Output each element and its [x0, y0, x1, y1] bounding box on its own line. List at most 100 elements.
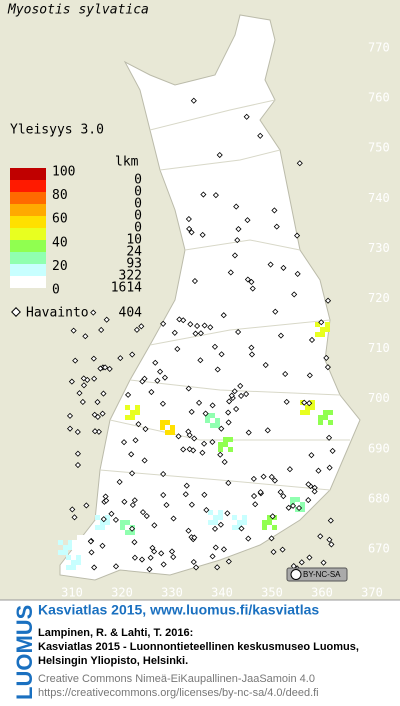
observation-symbol [11, 307, 21, 317]
northing-label: 710 [368, 341, 390, 355]
observation-dot [131, 554, 138, 561]
occurrence-cell [218, 515, 223, 520]
observation-dot [191, 278, 198, 285]
observation-dot [231, 388, 238, 395]
observation-dot [260, 473, 267, 480]
observation-dot [180, 446, 187, 453]
observation-dot [151, 522, 158, 529]
legend-swatch [10, 192, 46, 204]
observation-dot [131, 497, 138, 504]
easting-label: 330 [161, 586, 183, 600]
occurrence-cell [223, 437, 228, 442]
occurrence-cell [72, 540, 77, 545]
observation-dot [305, 497, 312, 504]
observation-dot [214, 564, 221, 571]
legend-count: 322 [119, 269, 142, 284]
observation-dot [243, 390, 250, 398]
observation-dot [138, 556, 146, 563]
observation-dot [191, 534, 198, 541]
observation-dot [99, 542, 106, 549]
observation-dot [277, 489, 284, 496]
legend-level: 40 [52, 235, 68, 250]
observation-dot [160, 320, 167, 327]
occurrence-cell [66, 555, 71, 560]
observation-dot [196, 399, 203, 406]
observation-dot [160, 471, 167, 478]
occurrence-cell [105, 520, 110, 525]
occurrence-cell [135, 410, 140, 415]
observation-dot [143, 512, 150, 520]
observation-dot [245, 429, 252, 436]
observation-dot [224, 510, 231, 517]
observation-dot [277, 332, 284, 339]
occurrence-cell [135, 405, 140, 410]
observation-dot [74, 461, 82, 469]
occurrence-cell [77, 540, 82, 545]
observation-dot [201, 491, 208, 498]
observation-dot [194, 322, 201, 330]
observation-dot [100, 516, 107, 523]
observation-dot [200, 191, 207, 198]
northing-label: 770 [368, 41, 390, 55]
observation-dot [269, 513, 276, 520]
legend-level: 80 [52, 188, 68, 203]
observation-dot [139, 509, 147, 516]
observation-dot [147, 554, 154, 561]
observation-dot [226, 398, 233, 405]
observation-dot [129, 501, 136, 509]
observation-dot [212, 192, 219, 199]
observation-dot [290, 563, 297, 570]
observation-dot [116, 478, 123, 486]
observation-dot [324, 364, 331, 371]
observation-dot [185, 216, 192, 223]
occurrence-cell [205, 413, 210, 418]
observation-dot [211, 525, 219, 532]
observation-dot [98, 326, 105, 334]
observation-dot [217, 521, 224, 528]
observation-dot [285, 504, 292, 511]
legend-count: 0 [134, 185, 142, 200]
observation-dot [220, 312, 227, 319]
observation-dot [264, 427, 271, 434]
observation-dot [272, 308, 279, 315]
legend-count: 93 [126, 257, 142, 272]
observation-dot [298, 559, 305, 566]
occurrence-cell [72, 545, 77, 550]
observation-dot [192, 330, 199, 337]
license-line: Creative Commons Nimeä-EiKaupallinen-Jaa… [38, 673, 315, 685]
observation-dot [201, 440, 208, 447]
occurrence-cell [325, 322, 330, 327]
occurrence-cell [170, 430, 175, 435]
occurrence-cell [82, 535, 87, 540]
observation-dot [273, 223, 280, 230]
occurrence-cell [105, 515, 110, 520]
observation-label: Havainto [26, 306, 89, 321]
northing-label: 670 [368, 542, 390, 556]
legend-level: 20 [52, 259, 68, 274]
observation-dot [91, 564, 98, 571]
observation-dot [103, 497, 110, 504]
observation-dot [202, 410, 209, 417]
observation-dot [180, 317, 187, 324]
observation-dot [170, 515, 177, 522]
observation-dot [280, 493, 287, 500]
occurrence-cell [323, 410, 328, 415]
observation-dot [146, 566, 153, 573]
observation-dot [158, 550, 165, 557]
easting-label: 340 [211, 586, 233, 600]
observation-dot [225, 409, 232, 416]
observation-dot [197, 357, 204, 364]
easting-label: 350 [261, 586, 283, 600]
occurrence-cell [205, 418, 210, 423]
legend-count: 1614 [111, 281, 142, 296]
observation-dot [88, 549, 95, 556]
observation-dot [186, 446, 193, 453]
observation-dot [283, 398, 290, 405]
occurrence-cell [267, 515, 272, 520]
legend-level: 100 [52, 165, 75, 180]
occurrence-cell [120, 525, 125, 530]
occurrence-cell [160, 420, 165, 425]
observation-dot [294, 270, 301, 277]
observation-dot [218, 425, 225, 432]
observation-dot [212, 544, 219, 551]
